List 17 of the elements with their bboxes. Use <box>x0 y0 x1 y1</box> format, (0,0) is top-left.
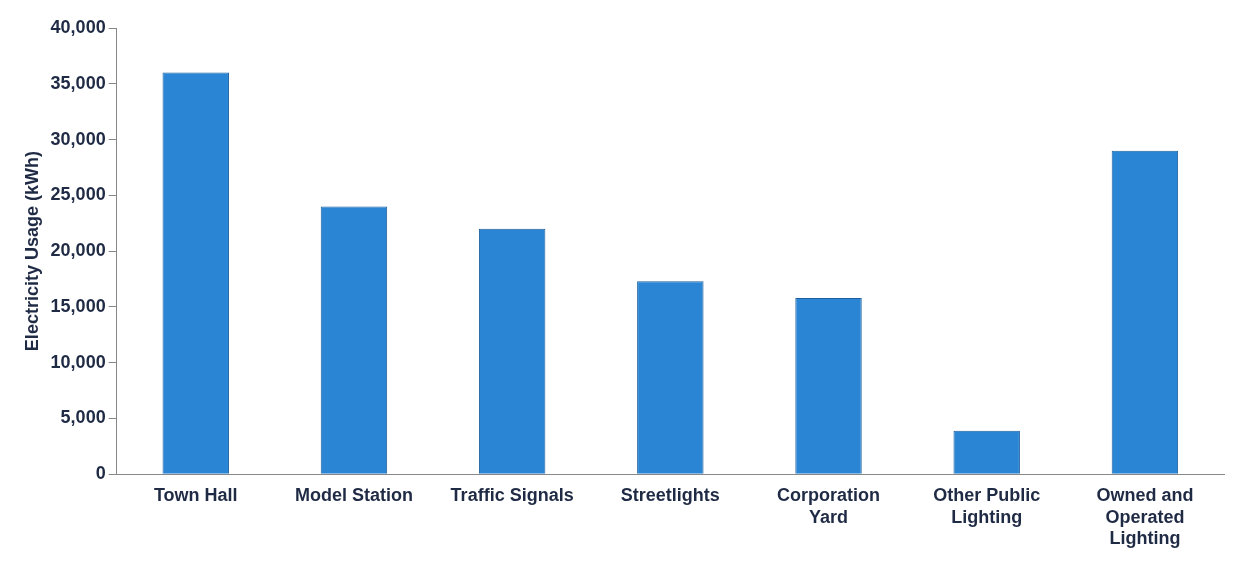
x-tick-label: Other Public Lighting <box>933 484 1041 527</box>
y-tick-label: 40,000 <box>50 16 106 37</box>
y-tick-label: 35,000 <box>50 72 106 93</box>
y-tick-label: 0 <box>95 463 106 484</box>
y-tick-label: 5,000 <box>60 407 106 428</box>
x-tick-label: Model Station <box>294 484 413 505</box>
y-tick-label: 10,000 <box>50 351 106 372</box>
x-tick-label: Town Hall <box>153 484 238 505</box>
x-tick-label: Corporation Yard <box>777 484 881 527</box>
x-tick-label: Traffic Signals <box>450 484 574 505</box>
x-tick-label: Owned and Operated Lighting <box>1096 484 1194 549</box>
x-tick-label: Streetlights <box>620 484 720 505</box>
y-tick-label: 30,000 <box>50 128 106 149</box>
y-tick-label: 25,000 <box>50 184 106 205</box>
y-axis-title: Electricity Usage (kWh) <box>21 151 42 352</box>
y-tick-label: 20,000 <box>50 240 106 261</box>
y-tick-label: 15,000 <box>50 295 106 316</box>
